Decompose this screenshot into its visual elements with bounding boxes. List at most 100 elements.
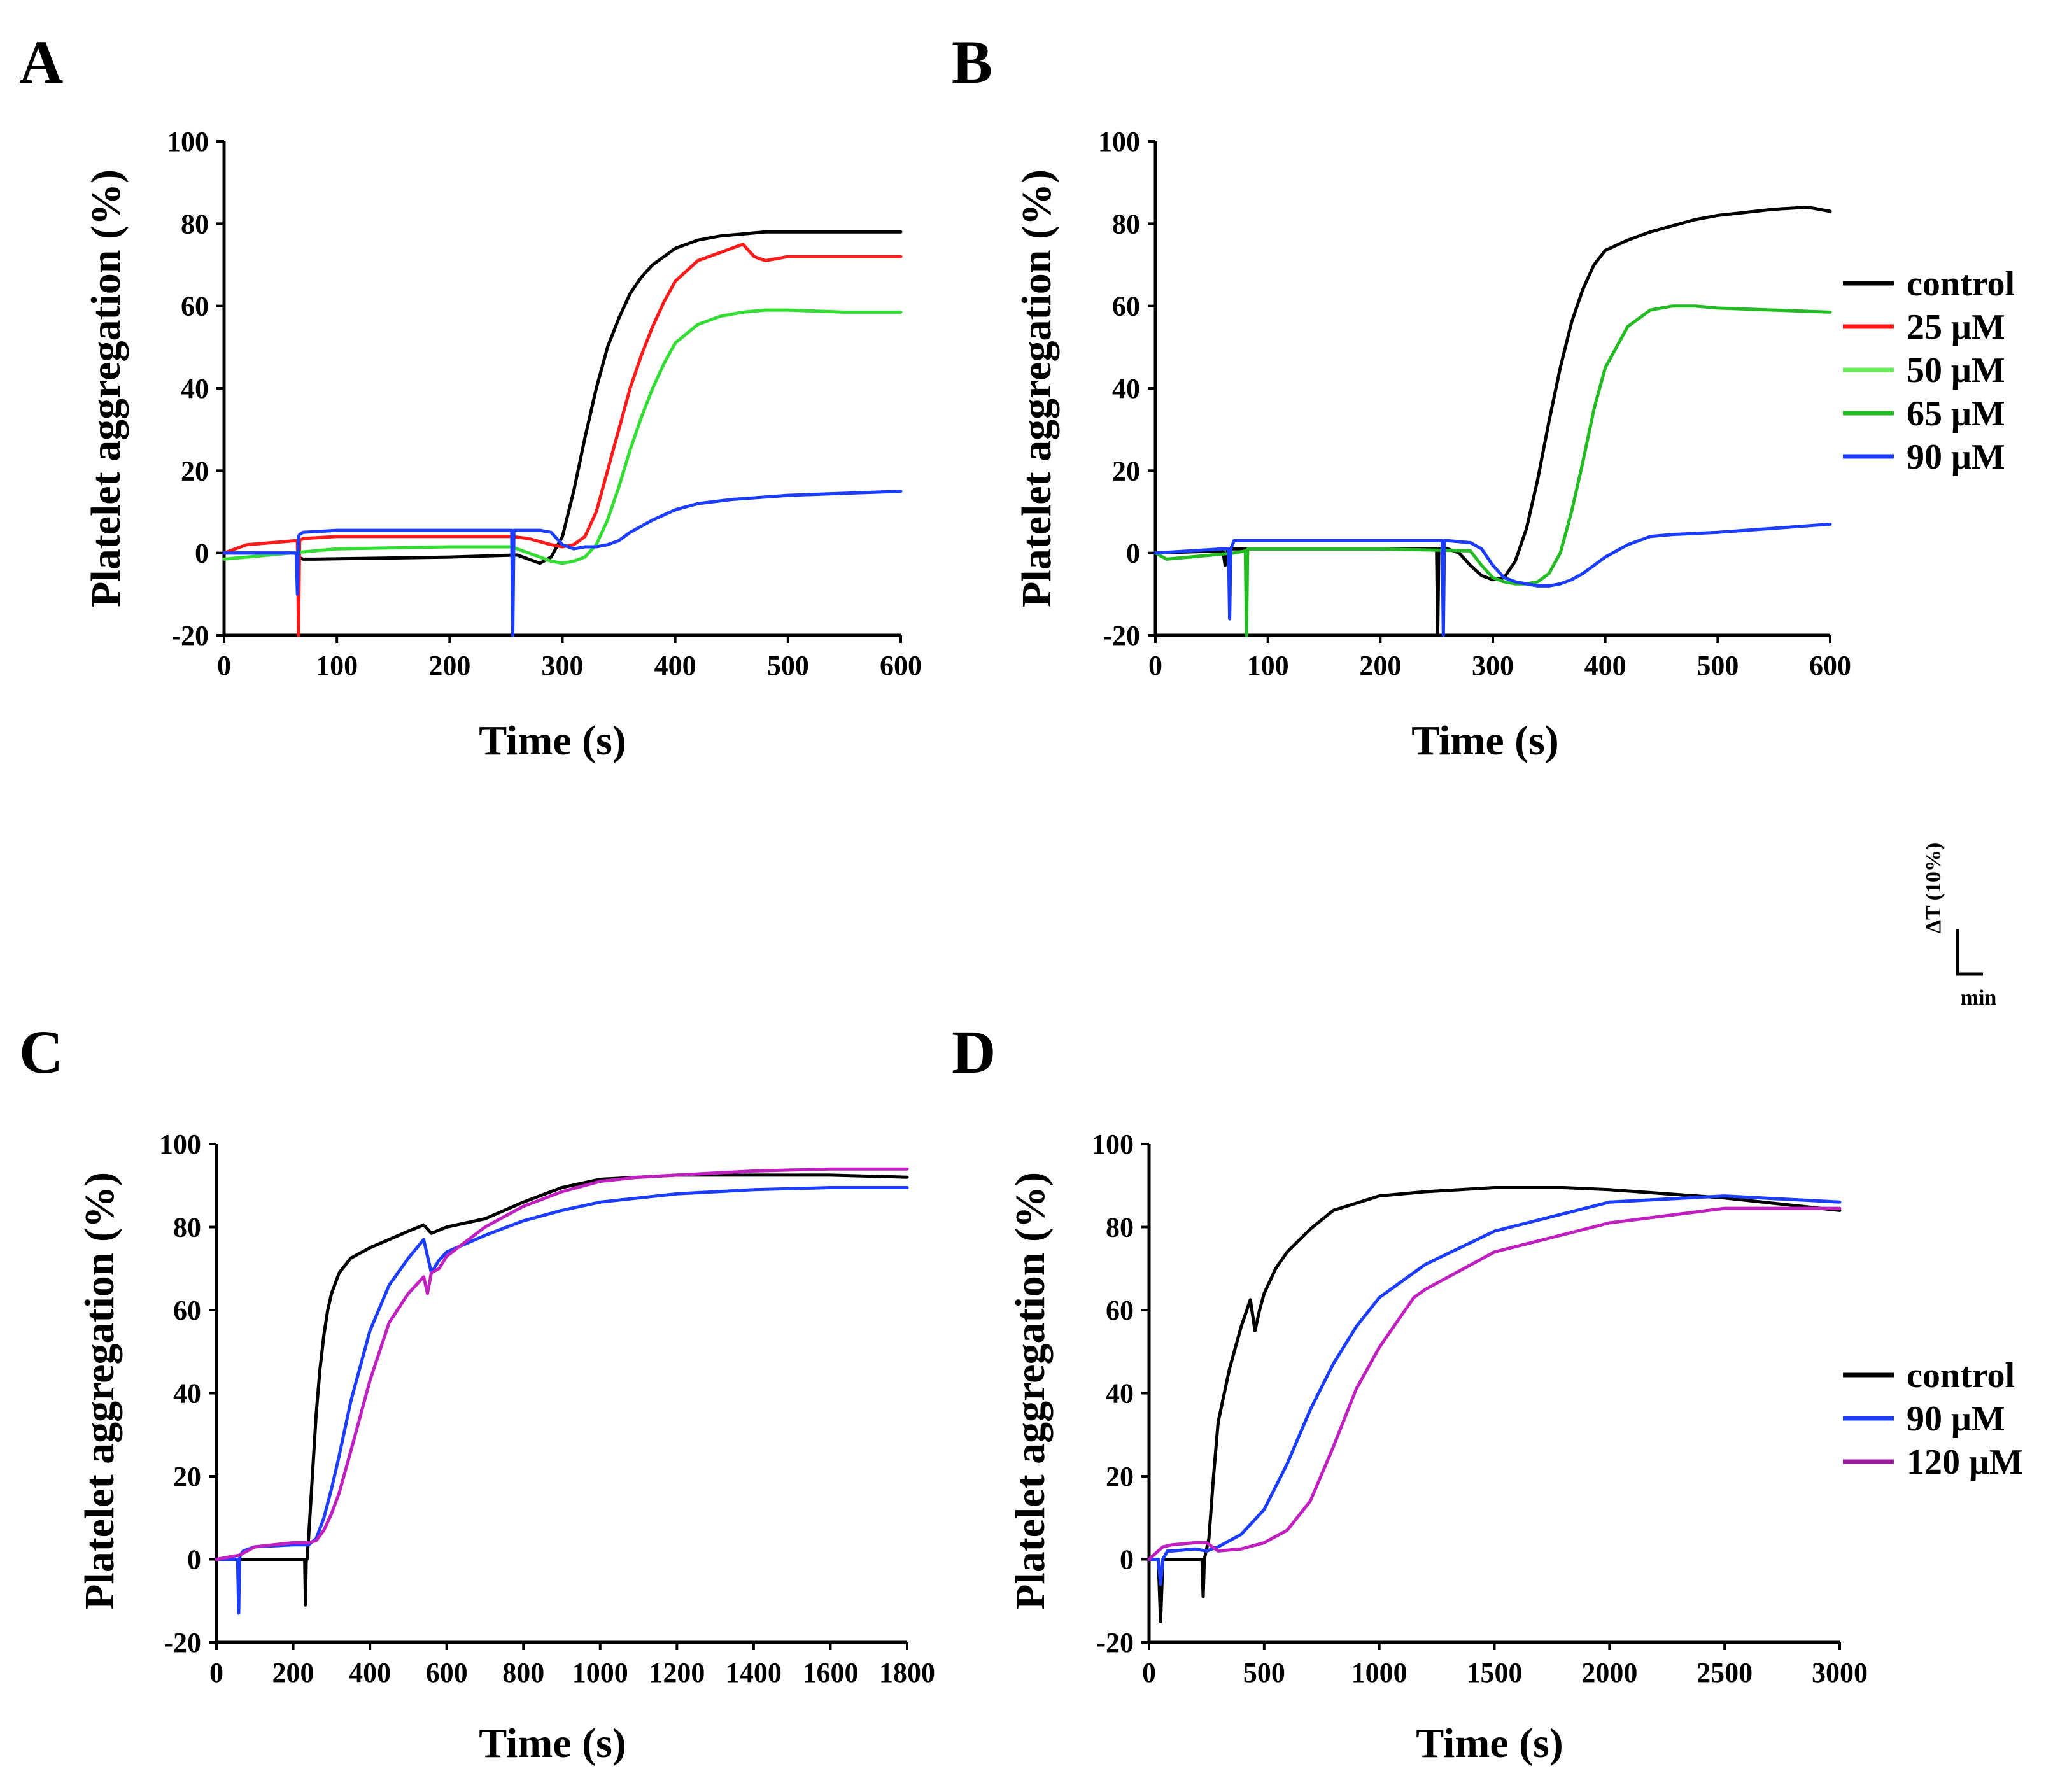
x-tick-label: 1000	[572, 1657, 628, 1688]
series-line-control	[222, 230, 903, 565]
series-line-25-m	[222, 243, 903, 637]
scale-bar-x-label: min	[1961, 986, 1997, 1010]
x-tick-label: 300	[542, 650, 584, 681]
x-tick-label: 100	[1247, 650, 1289, 681]
legend-label: 65 μM	[1907, 394, 2005, 434]
y-tick-label: -20	[1096, 1627, 1134, 1658]
x-tick-label: 0	[1142, 1657, 1156, 1688]
x-axis-label: Time (s)	[1416, 1720, 1563, 1767]
x-tick-label: 100	[316, 650, 358, 681]
x-axis-label: Time (s)	[479, 1720, 626, 1767]
x-tick-label: 200	[1359, 650, 1401, 681]
legend: control 90 μM 120 μM	[1843, 1356, 2023, 1482]
series-line-120-m	[215, 1167, 909, 1561]
x-tick-label: 0	[217, 650, 231, 681]
x-tick-label: 500	[1243, 1657, 1285, 1688]
panel-label: D	[952, 1018, 996, 1086]
y-tick-label: 80	[181, 208, 209, 239]
x-tick-label: 1200	[649, 1657, 705, 1688]
x-tick-label: 400	[654, 650, 696, 681]
y-tick-label: 80	[173, 1212, 201, 1243]
x-tick-label: 800	[502, 1657, 544, 1688]
x-tick-label: 600	[426, 1657, 468, 1688]
y-tick-label: 60	[181, 291, 209, 322]
x-tick-label: 600	[880, 650, 922, 681]
legend-label: control	[1907, 264, 2015, 304]
axes: -20 0 20 40 60 80 100 0 100 200 300 400 500 600	[1098, 126, 1851, 681]
y-tick-label: 0	[195, 538, 209, 569]
y-tick-label: 40	[1112, 373, 1140, 404]
y-tick-label: -20	[164, 1627, 201, 1658]
y-tick-label: 60	[1112, 291, 1140, 322]
legend-label: 90 μM	[1907, 437, 2005, 477]
series-group	[222, 230, 903, 637]
y-tick-label: 0	[1126, 538, 1140, 569]
y-tick-label: 40	[173, 1378, 201, 1409]
x-tick-label: 300	[1472, 650, 1514, 681]
panel-c: C Platelet aggregation (%) Time (s) -20 0…	[19, 1018, 935, 1767]
axes: -20 0 20 40 60 80 100 0 100 200 300 400 500 600	[167, 126, 922, 681]
y-tick-label: 20	[181, 455, 209, 486]
scale-bar-y-label: ΔT (10%)	[1922, 843, 1945, 934]
legend-label: 50 μM	[1907, 351, 2005, 390]
series-line-90-m	[222, 490, 903, 637]
x-tick-label: 1500	[1467, 1657, 1523, 1688]
series-line-90-m	[215, 1186, 909, 1615]
y-tick-label: -20	[1103, 620, 1140, 651]
series-line-90-m	[1153, 522, 1832, 637]
y-axis-label: Platelet aggregation (%)	[83, 169, 129, 607]
y-tick-label: -20	[171, 620, 209, 651]
y-tick-label: 40	[181, 373, 209, 404]
series-group	[1153, 206, 1832, 637]
y-tick-label: 80	[1112, 208, 1140, 239]
y-tick-label: 40	[1106, 1378, 1134, 1409]
y-tick-label: 100	[1098, 126, 1140, 157]
x-axis-label: Time (s)	[479, 717, 626, 764]
scale-bar: ΔT (10%) min	[1922, 843, 1996, 1010]
panel-b: B Platelet aggregation (%) Time (s) -20 0…	[952, 28, 2015, 764]
panel-label: C	[19, 1018, 63, 1086]
x-tick-label: 2000	[1581, 1657, 1637, 1688]
x-tick-label: 1000	[1351, 1657, 1407, 1688]
y-tick-label: 20	[1112, 455, 1140, 486]
y-axis-label: Platelet aggregation (%)	[1013, 169, 1060, 607]
panel-label: B	[952, 28, 992, 96]
x-tick-label: 400	[349, 1657, 391, 1688]
x-tick-label: 400	[1584, 650, 1626, 681]
legend-label: 120 μM	[1907, 1443, 2023, 1482]
series-group	[215, 1167, 909, 1615]
x-tick-label: 600	[1809, 650, 1851, 681]
series-line-120-m	[1147, 1206, 1842, 1561]
legend-label: 90 μM	[1907, 1399, 2005, 1439]
x-tick-label: 2500	[1697, 1657, 1753, 1688]
x-tick-label: 500	[1697, 650, 1739, 681]
y-tick-label: 0	[1120, 1544, 1134, 1576]
series-line-50-m	[222, 308, 903, 565]
series-group	[1147, 1186, 1842, 1623]
y-tick-label: 20	[1106, 1461, 1134, 1492]
y-tick-label: 60	[1106, 1295, 1134, 1326]
panel-label: A	[19, 28, 63, 96]
x-tick-label: 0	[1148, 650, 1162, 681]
panel-a: A Platelet aggregation (%) Time (s) -20 0…	[19, 28, 922, 764]
series-line-control	[1153, 206, 1832, 637]
panel-d: D Platelet aggregation (%) Time (s) -20 0…	[952, 1018, 2023, 1767]
x-tick-label: 200	[428, 650, 470, 681]
y-tick-label: 60	[173, 1295, 201, 1326]
x-tick-label: 1600	[802, 1657, 858, 1688]
y-tick-label: 100	[1092, 1129, 1134, 1160]
x-tick-label: 1400	[726, 1657, 782, 1688]
x-tick-label: 500	[767, 650, 809, 681]
y-tick-label: 100	[167, 126, 209, 157]
x-tick-label: 0	[209, 1657, 223, 1688]
series-line-90-m	[1147, 1194, 1842, 1586]
y-tick-label: 0	[187, 1544, 201, 1576]
series-line-control	[215, 1173, 909, 1607]
y-axis-label: Platelet aggregation (%)	[76, 1172, 123, 1610]
series-line-65-m	[1153, 304, 1832, 637]
y-axis-label: Platelet aggregation (%)	[1007, 1172, 1054, 1610]
